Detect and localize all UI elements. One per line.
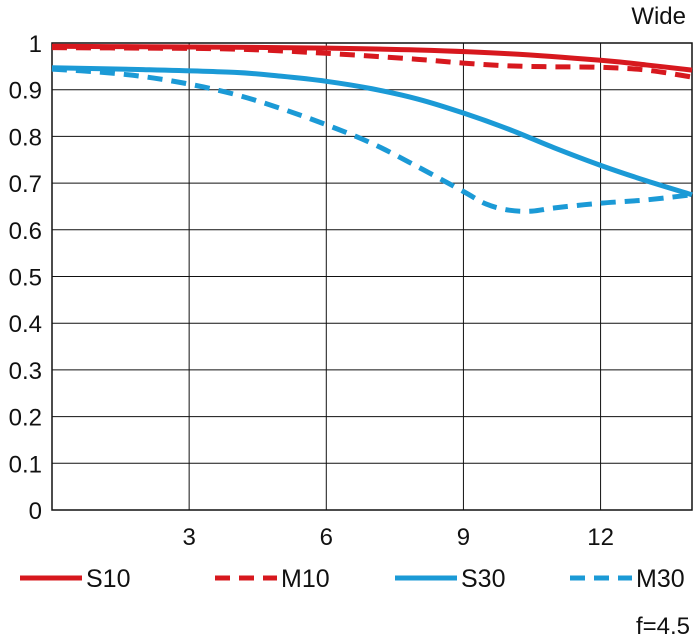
x-tick-label: 9 (457, 524, 470, 551)
x-tick-label: 12 (587, 524, 614, 551)
y-tick-label: 0.4 (9, 311, 42, 338)
plot-frame (51, 42, 693, 511)
legend-label: S30 (461, 565, 505, 593)
y-tick-labels: 0 0.1 0.2 0.3 0.4 0.5 0.6 0.7 0.8 0.9 1 (9, 31, 42, 525)
plot-border (51, 42, 693, 511)
y-tick-label: 0.5 (9, 265, 42, 292)
x-tick-label: 6 (320, 524, 333, 551)
y-tick-label: 0.1 (9, 451, 42, 478)
series-line-m10 (51, 45, 693, 80)
y-tick-label: 0.9 (9, 78, 42, 105)
series-line-s30 (51, 65, 693, 198)
grid (52, 43, 692, 510)
y-tick-label: 0.6 (9, 218, 42, 245)
y-tick-label: 0.8 (9, 124, 42, 151)
legend-item-s10: S10 (20, 565, 130, 593)
aperture-footnote: f=4.5 (636, 613, 690, 640)
x-tick-labels: 3 6 9 12 (182, 524, 613, 551)
legend-label: S10 (86, 565, 130, 593)
legend-label: M10 (281, 565, 330, 593)
x-tick-label: 3 (182, 524, 195, 551)
legend-item-s30: S30 (395, 565, 505, 593)
y-tick-label: 0.3 (9, 358, 42, 385)
y-tick-label: 0.2 (9, 405, 42, 432)
y-tick-label: 1 (29, 31, 42, 58)
y-tick-label: 0 (29, 498, 42, 525)
corner-label: Wide (631, 3, 686, 30)
series-lines (51, 43, 693, 214)
legend-item-m10: M10 (215, 565, 330, 593)
series-line-m30 (51, 66, 693, 214)
legend: S10 M10 S30 M30 (20, 565, 685, 593)
legend-label: M30 (636, 565, 685, 593)
y-tick-label: 0.7 (9, 171, 42, 198)
series-line-s10 (51, 43, 693, 73)
legend-item-m30: M30 (570, 565, 685, 593)
